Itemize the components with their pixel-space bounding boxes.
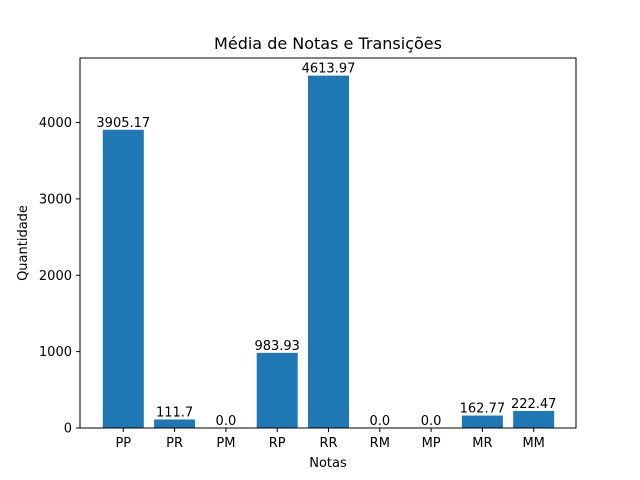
x-tick-label-pr: PR xyxy=(166,436,183,451)
data-label-mm: 222.47 xyxy=(511,397,557,412)
plot-frame xyxy=(79,57,577,429)
data-label-mr: 162.77 xyxy=(460,402,506,417)
y-tick-label-3000: 3000 xyxy=(39,192,72,207)
y-tick-label-1000: 1000 xyxy=(39,345,72,360)
bar-pp xyxy=(102,129,144,428)
data-labels-group: 3905.17 111.7 0.0 983.93 4613.97 0.0 0.0 162.77… xyxy=(96,62,556,429)
y-axis-ticks: 0 1000 2000 3000 4000 xyxy=(39,116,80,437)
data-label-rp: 983.93 xyxy=(254,339,300,354)
x-axis-label: Notas xyxy=(309,456,347,471)
data-label-pr: 111.7 xyxy=(156,405,193,420)
x-tick-label-rr: RR xyxy=(319,436,337,451)
data-label-mp: 0.0 xyxy=(421,414,442,429)
bar-mm xyxy=(513,411,555,428)
chart-title: Média de Notas e Transições xyxy=(214,34,442,53)
y-tick-label-4000: 4000 xyxy=(39,116,72,131)
bar-pr xyxy=(154,419,196,428)
data-label-pp: 3905.17 xyxy=(96,116,150,131)
bar-rr xyxy=(308,75,349,429)
x-tick-label-mp: MP xyxy=(422,436,441,451)
x-tick-label-pm: PM xyxy=(216,436,235,451)
data-label-rm: 0.0 xyxy=(369,414,390,429)
bars-group xyxy=(102,75,555,429)
x-tick-label-rm: RM xyxy=(370,436,390,451)
x-tick-label-rp: RP xyxy=(269,436,286,451)
bar-mr xyxy=(461,415,503,428)
x-tick-label-pp: PP xyxy=(115,436,131,451)
data-label-rr: 4613.97 xyxy=(302,62,356,77)
bar-rp xyxy=(256,352,298,428)
x-axis-ticks: PP PR PM RP RR RM MP MR MM xyxy=(115,428,545,451)
y-tick-label-2000: 2000 xyxy=(39,269,72,284)
y-tick-label-0: 0 xyxy=(64,422,72,437)
y-axis-label: Quantidade xyxy=(16,205,31,281)
x-tick-label-mm: MM xyxy=(522,436,544,451)
data-label-pm: 0.0 xyxy=(216,414,237,429)
x-tick-label-mr: MR xyxy=(472,436,492,451)
